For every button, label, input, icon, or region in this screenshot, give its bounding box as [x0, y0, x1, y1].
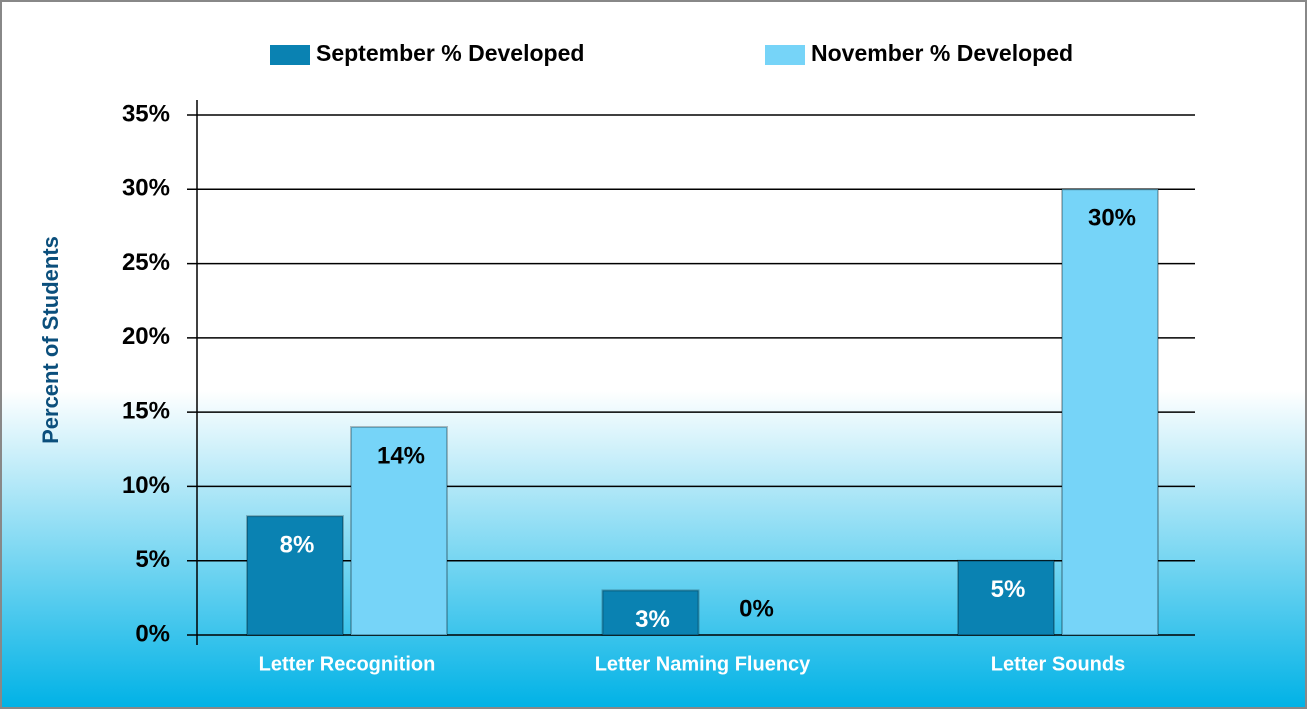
bar [1061, 188, 1159, 637]
legend-swatch [270, 45, 310, 65]
x-tick-label: Letter Recognition [259, 653, 436, 675]
data-label: 30% [1088, 205, 1136, 232]
y-tick-label: 5% [135, 546, 170, 573]
legend-swatch [765, 45, 805, 65]
y-tick-label: 10% [122, 472, 170, 499]
bar [957, 559, 1055, 637]
legend-label: November % Developed [811, 40, 1073, 66]
bar [350, 426, 448, 636]
data-label: 8% [280, 531, 315, 558]
y-tick-label: 25% [122, 249, 170, 276]
x-tick-label: Letter Naming Fluency [595, 653, 811, 675]
data-label: 14% [377, 442, 425, 469]
bar [601, 589, 700, 637]
bar [246, 515, 344, 637]
y-tick-label: 30% [122, 175, 170, 202]
y-tick-label: 15% [122, 397, 170, 424]
legend-label: September % Developed [316, 40, 584, 66]
x-tick-label: Letter Sounds [991, 653, 1125, 675]
y-tick-label: 35% [122, 100, 170, 127]
y-axis-title: Percent of Students [38, 236, 63, 444]
data-label: 5% [991, 576, 1026, 603]
data-label: 3% [635, 606, 670, 633]
y-tick-label: 0% [135, 620, 170, 647]
data-label: 0% [739, 595, 774, 622]
y-tick-label: 20% [122, 323, 170, 350]
